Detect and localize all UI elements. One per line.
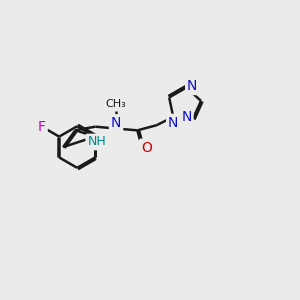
- Text: N: N: [168, 116, 178, 130]
- Text: N: N: [187, 79, 197, 93]
- Text: O: O: [141, 141, 152, 154]
- Text: CH₃: CH₃: [106, 99, 126, 109]
- Text: NH: NH: [87, 136, 106, 148]
- Text: N: N: [181, 110, 192, 124]
- Text: N: N: [111, 116, 121, 130]
- Text: F: F: [38, 120, 46, 134]
